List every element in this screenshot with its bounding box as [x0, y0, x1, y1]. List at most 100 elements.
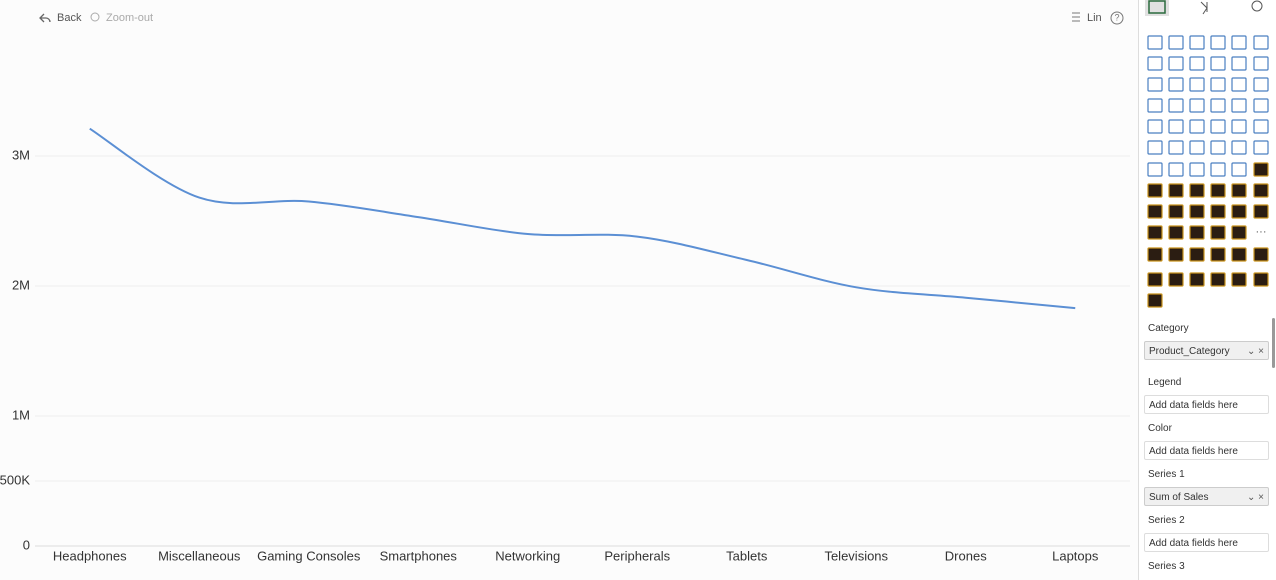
visual-type-icon[interactable] [1231, 77, 1247, 92]
field-name: Add data fields here [1149, 538, 1238, 549]
visual-type-icon[interactable] [1189, 183, 1205, 198]
visual-type-icon[interactable] [1210, 272, 1226, 287]
zoom-icon [90, 12, 100, 22]
visual-type-icon[interactable] [1253, 183, 1269, 198]
tab-icon [1148, 0, 1166, 14]
visual-type-icon[interactable] [1147, 225, 1163, 240]
visual-type-icon[interactable] [1231, 183, 1247, 198]
visual-type-icon[interactable] [1168, 98, 1184, 113]
x-tick-label: Headphones [53, 548, 127, 563]
visual-type-icon[interactable] [1210, 77, 1226, 92]
visual-type-icon[interactable] [1253, 56, 1269, 71]
visual-type-icon[interactable] [1168, 77, 1184, 92]
visual-type-icon[interactable] [1168, 162, 1184, 177]
tab-active [1145, 0, 1169, 16]
remove-field[interactable]: ⌄ × [1247, 346, 1264, 357]
visual-type-icon[interactable] [1253, 162, 1269, 177]
visual-type-icon[interactable] [1168, 204, 1184, 219]
visual-type-icon[interactable] [1189, 56, 1205, 71]
visual-type-icon[interactable] [1231, 225, 1247, 240]
visual-type-icon[interactable] [1189, 225, 1205, 240]
visual-type-icon[interactable] [1168, 272, 1184, 287]
tab-icon [1251, 0, 1263, 12]
visual-type-icon[interactable] [1147, 140, 1163, 155]
x-tick-label: Peripherals [604, 548, 670, 563]
scrollbar[interactable] [1272, 318, 1275, 368]
visual-type-icon[interactable] [1210, 183, 1226, 198]
x-tick-label: Smartphones [380, 548, 458, 563]
visual-type-icon[interactable] [1189, 247, 1205, 262]
visual-type-icon[interactable] [1168, 225, 1184, 240]
visual-type-icon[interactable] [1189, 35, 1205, 50]
visual-type-icon[interactable] [1189, 140, 1205, 155]
visual-type-icon[interactable] [1231, 140, 1247, 155]
visual-type-icon[interactable] [1231, 247, 1247, 262]
visual-type-icon[interactable] [1147, 247, 1163, 262]
visual-type-icon[interactable] [1168, 35, 1184, 50]
visual-type-icon[interactable] [1168, 183, 1184, 198]
visual-type-icon[interactable] [1147, 77, 1163, 92]
visual-type-icon[interactable] [1231, 162, 1247, 177]
visual-type-icon[interactable] [1189, 77, 1205, 92]
zoom-out-button[interactable]: Zoom-out [106, 12, 153, 24]
visual-type-icon[interactable] [1147, 162, 1163, 177]
visual-type-icon[interactable] [1210, 35, 1226, 50]
visual-type-icon[interactable] [1168, 247, 1184, 262]
field-well[interactable]: Sum of Sales ⌄ × [1144, 487, 1269, 506]
visual-type-icon[interactable] [1253, 272, 1269, 287]
visual-type-icon[interactable] [1231, 35, 1247, 50]
field-well[interactable]: Add data fields here [1144, 533, 1269, 552]
tab-icon [1200, 1, 1208, 15]
visual-type-icon[interactable] [1147, 204, 1163, 219]
field-well[interactable]: Add data fields here [1144, 441, 1269, 460]
visual-type-icon[interactable] [1189, 119, 1205, 134]
visual-type-icon[interactable] [1253, 247, 1269, 262]
visual-type-icon[interactable] [1147, 35, 1163, 50]
visual-type-icon[interactable] [1189, 204, 1205, 219]
visual-type-icon[interactable] [1231, 98, 1247, 113]
visual-type-icon[interactable] [1210, 119, 1226, 134]
visual-type-icon[interactable] [1147, 56, 1163, 71]
visual-type-icon[interactable] [1210, 140, 1226, 155]
visual-type-icon[interactable] [1147, 183, 1163, 198]
visual-type-icon[interactable] [1210, 56, 1226, 71]
visual-type-icon[interactable] [1253, 77, 1269, 92]
field-name: Add data fields here [1149, 400, 1238, 411]
visual-type-icon[interactable] [1253, 119, 1269, 134]
visual-type-icon[interactable] [1253, 204, 1269, 219]
visual-type-icon[interactable] [1168, 119, 1184, 134]
visual-type-icon[interactable] [1189, 272, 1205, 287]
visual-type-icon[interactable] [1168, 56, 1184, 71]
visual-type-icon[interactable] [1147, 119, 1163, 134]
visual-type-icon[interactable] [1147, 272, 1163, 287]
visual-type-icon[interactable] [1253, 140, 1269, 155]
visual-type-icon[interactable] [1231, 56, 1247, 71]
field-well[interactable]: Product_Category ⌄ × [1144, 341, 1269, 360]
visual-type-icon[interactable] [1253, 35, 1269, 50]
y-tick-label: 3M [12, 147, 30, 162]
visual-type-icon[interactable] [1231, 272, 1247, 287]
back-icon[interactable] [39, 13, 51, 23]
visual-type-icon[interactable] [1168, 140, 1184, 155]
visual-type-icon[interactable] [1210, 204, 1226, 219]
visual-type-icon[interactable] [1147, 293, 1163, 308]
visual-type-icon[interactable] [1231, 119, 1247, 134]
help-icon[interactable] [1110, 11, 1124, 25]
series-line [89, 127, 1076, 310]
field-well[interactable]: Add data fields here [1144, 395, 1269, 414]
remove-field[interactable]: ⌄ × [1247, 492, 1264, 503]
x-tick-label: Televisions [824, 548, 888, 563]
visual-type-icon[interactable] [1253, 98, 1269, 113]
visual-type-icon[interactable] [1210, 98, 1226, 113]
visual-type-icon[interactable] [1189, 162, 1205, 177]
back-button[interactable]: Back [57, 12, 82, 24]
visual-type-icon[interactable] [1210, 247, 1226, 262]
well-label: Series 3 [1148, 561, 1185, 572]
scale-toggle[interactable]: Lin [1087, 12, 1102, 24]
visual-type-icon[interactable] [1210, 162, 1226, 177]
visual-type-icon[interactable] [1210, 225, 1226, 240]
visual-type-icon[interactable] [1147, 98, 1163, 113]
visual-type-icon[interactable] [1189, 98, 1205, 113]
visual-type-icon[interactable] [1231, 204, 1247, 219]
